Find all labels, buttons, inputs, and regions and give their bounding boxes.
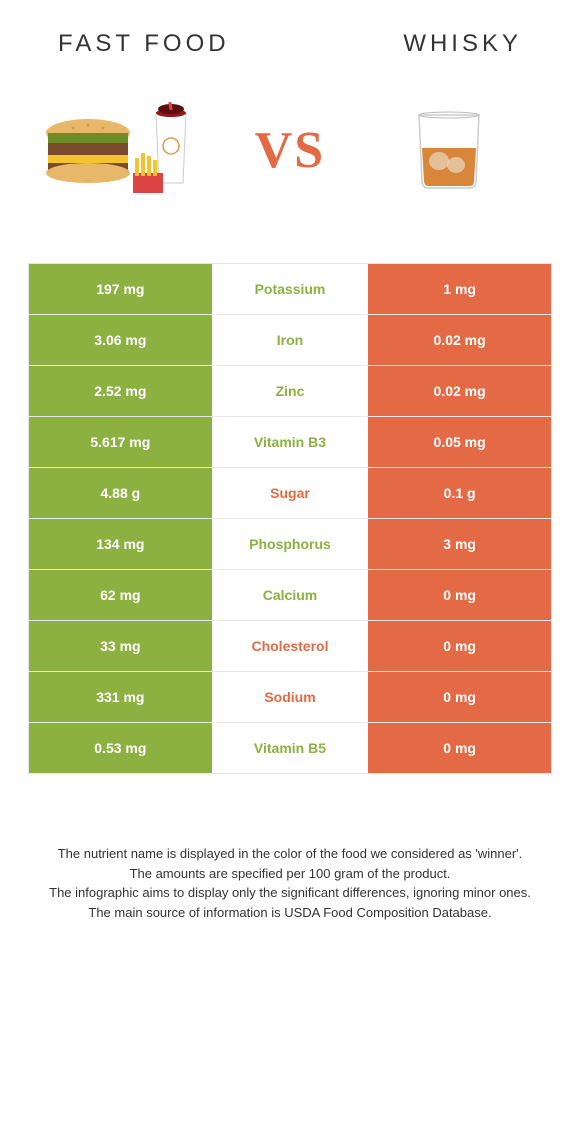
nutrient-name-cell: Vitamin B3 <box>212 417 369 467</box>
nutrient-name-cell: Zinc <box>212 366 369 416</box>
left-value-cell: 5.617 mg <box>29 417 212 467</box>
whisky-icon <box>404 103 494 198</box>
nutrient-name-cell: Sugar <box>212 468 369 518</box>
left-value-cell: 33 mg <box>29 621 212 671</box>
left-value-cell: 3.06 mg <box>29 315 212 365</box>
footer-line-3: The infographic aims to display only the… <box>38 883 542 903</box>
whisky-image <box>357 93 542 208</box>
left-value-cell: 197 mg <box>29 264 212 314</box>
right-value-cell: 0.1 g <box>368 468 551 518</box>
table-row: 197 mgPotassium1 mg <box>29 264 551 315</box>
footer-notes: The nutrient name is displayed in the co… <box>28 844 552 922</box>
left-value-cell: 2.52 mg <box>29 366 212 416</box>
nutrient-name-cell: Vitamin B5 <box>212 723 369 773</box>
right-value-cell: 0 mg <box>368 570 551 620</box>
table-row: 134 mgPhosphorus3 mg <box>29 519 551 570</box>
footer-line-2: The amounts are specified per 100 gram o… <box>38 864 542 884</box>
right-value-cell: 0 mg <box>368 672 551 722</box>
right-value-cell: 0 mg <box>368 621 551 671</box>
table-row: 62 mgCalcium0 mg <box>29 570 551 621</box>
left-value-cell: 134 mg <box>29 519 212 569</box>
right-value-cell: 0.02 mg <box>368 366 551 416</box>
table-row: 33 mgCholesterol0 mg <box>29 621 551 672</box>
left-value-cell: 331 mg <box>29 672 212 722</box>
nutrient-name-cell: Potassium <box>212 264 369 314</box>
nutrient-name-cell: Cholesterol <box>212 621 369 671</box>
fastfood-icon <box>38 98 223 203</box>
table-row: 2.52 mgZinc0.02 mg <box>29 366 551 417</box>
nutrient-name-cell: Phosphorus <box>212 519 369 569</box>
right-value-cell: 3 mg <box>368 519 551 569</box>
right-food-title: WHISKY <box>403 30 522 58</box>
left-value-cell: 4.88 g <box>29 468 212 518</box>
fastfood-image <box>38 93 223 208</box>
vs-label: VS <box>255 121 325 180</box>
right-value-cell: 1 mg <box>368 264 551 314</box>
header: FAST FOOD WHISKY <box>28 30 552 58</box>
left-value-cell: 0.53 mg <box>29 723 212 773</box>
table-row: 4.88 gSugar0.1 g <box>29 468 551 519</box>
table-row: 0.53 mgVitamin B50 mg <box>29 723 551 773</box>
nutrient-name-cell: Calcium <box>212 570 369 620</box>
left-food-title: FAST FOOD <box>58 30 230 58</box>
images-row: VS <box>28 93 552 208</box>
table-row: 5.617 mgVitamin B30.05 mg <box>29 417 551 468</box>
right-value-cell: 0 mg <box>368 723 551 773</box>
footer-line-4: The main source of information is USDA F… <box>38 903 542 923</box>
right-value-cell: 0.02 mg <box>368 315 551 365</box>
nutrient-name-cell: Sodium <box>212 672 369 722</box>
right-value-cell: 0.05 mg <box>368 417 551 467</box>
footer-line-1: The nutrient name is displayed in the co… <box>38 844 542 864</box>
nutrient-table: 197 mgPotassium1 mg3.06 mgIron0.02 mg2.5… <box>28 263 552 774</box>
table-row: 3.06 mgIron0.02 mg <box>29 315 551 366</box>
table-row: 331 mgSodium0 mg <box>29 672 551 723</box>
nutrient-name-cell: Iron <box>212 315 369 365</box>
left-value-cell: 62 mg <box>29 570 212 620</box>
